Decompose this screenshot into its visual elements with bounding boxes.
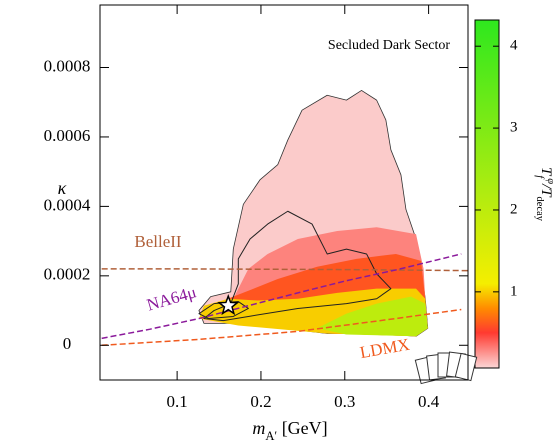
y-tick-label: 0.0006 <box>44 126 91 145</box>
label-part: /T <box>538 183 554 198</box>
y-tick-label: 0.0004 <box>44 195 91 214</box>
colorbar-tick-label: 1 <box>510 283 518 299</box>
y-axis-label: κ <box>58 178 67 198</box>
colorbar-tick-label: 4 <box>510 38 518 54</box>
colorbar-tick-label: 2 <box>510 201 518 217</box>
x-tick-label: 0.4 <box>418 392 440 411</box>
label-part: φ <box>545 178 556 184</box>
limit-curve <box>101 308 462 347</box>
colorbar-label: Tfφ/Tdecay <box>534 167 556 222</box>
x-axis-label: mA′ [GeV] <box>252 418 327 443</box>
benchmark-star <box>217 294 240 316</box>
contour-line <box>198 301 249 320</box>
y-tick-label: 0 <box>63 334 72 353</box>
x-tick-label: 0.1 <box>166 392 187 411</box>
label-part: m <box>252 418 265 438</box>
label-part: [GeV] <box>277 418 327 438</box>
y-tick-label: 0.0008 <box>44 56 91 75</box>
plot-frame <box>99 4 469 381</box>
label-part: T <box>538 167 554 177</box>
curve-label: NA64μ <box>145 282 199 314</box>
annotation: Secluded Dark Sector <box>328 38 450 53</box>
colorbar <box>474 19 500 369</box>
colorbar-tick-label: 3 <box>510 120 518 136</box>
label-part: κ <box>58 178 67 198</box>
contour-line <box>203 210 392 322</box>
curve-label: BelleII <box>134 232 182 251</box>
x-tick-label: 0.2 <box>250 392 271 411</box>
label-part: decay <box>534 197 545 222</box>
contour-region <box>317 296 428 337</box>
x-tick-label: 0.3 <box>334 392 355 411</box>
contour-fills <box>198 90 429 337</box>
curve-label: LDMX <box>358 335 411 362</box>
y-tick-label: 0.0002 <box>44 265 91 284</box>
card-icon <box>414 351 478 385</box>
limit-curve <box>101 268 469 272</box>
label-part: f <box>534 175 545 180</box>
card <box>454 352 478 382</box>
limit-curve <box>101 253 462 340</box>
label-part: A′ <box>265 429 277 443</box>
